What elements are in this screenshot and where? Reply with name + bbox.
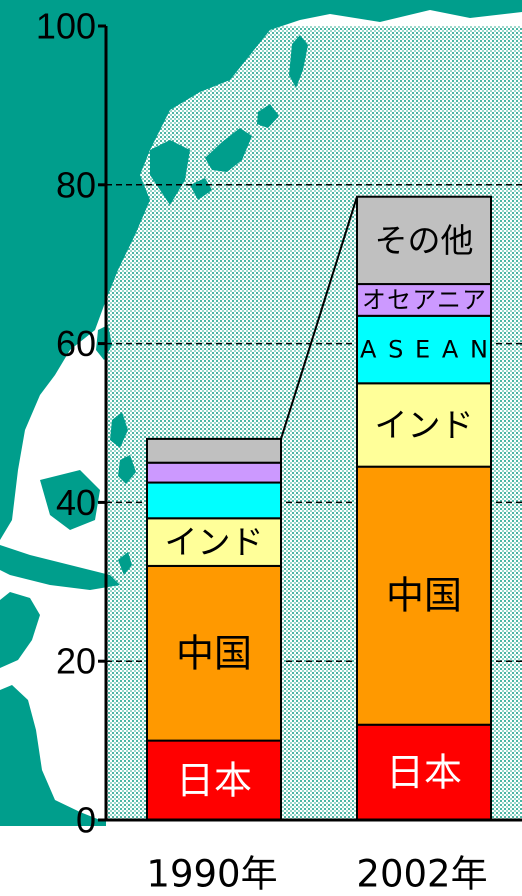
segment-label: 中国	[386, 574, 462, 618]
segment-label: 中国	[176, 631, 252, 675]
map-land-japan	[190, 35, 308, 200]
map-land-korea	[150, 140, 190, 205]
segment-label: インド	[165, 523, 264, 562]
bar-segment	[356, 465, 492, 726]
bar-segment	[356, 195, 492, 286]
map-land-new-guinea	[0, 592, 40, 668]
bar-segment	[146, 437, 282, 464]
segment-label: 日本	[386, 750, 462, 794]
bar-segment	[356, 382, 492, 468]
category-label: 1990年	[146, 853, 277, 896]
y-tick-label: 60	[56, 323, 96, 364]
y-tick-label: 80	[56, 164, 96, 205]
bar-segment	[356, 723, 492, 821]
category-label: 2002年	[356, 853, 487, 896]
y-tick-label: 40	[56, 482, 96, 523]
y-tick-labels: 0 20 40 60 80 100	[36, 6, 96, 841]
map-land-australia	[0, 685, 106, 826]
y-tick-label: 0	[76, 800, 96, 841]
bar-segment	[146, 461, 282, 484]
y-tick-label: 20	[56, 641, 96, 682]
bar-segment	[146, 739, 282, 821]
y-tick-label: 100	[36, 6, 96, 47]
map-land-mainland	[0, 0, 522, 540]
connector-line	[280, 196, 358, 440]
bar-segment	[356, 283, 492, 317]
segment-label: その他	[375, 221, 474, 260]
bar-segment	[356, 314, 492, 385]
segment-label: オセアニア	[362, 286, 486, 314]
connector-lines	[280, 196, 358, 440]
axes	[98, 24, 522, 822]
segment-label: 日本	[176, 758, 252, 802]
bar-segment	[146, 564, 282, 742]
bar-segment	[146, 517, 282, 567]
segment-label: インド	[375, 405, 474, 444]
map-land-philippines	[96, 325, 136, 484]
map-land-indonesia	[0, 470, 132, 590]
category-labels: 1990年 2002年	[146, 853, 487, 896]
bar-segment	[146, 481, 282, 520]
